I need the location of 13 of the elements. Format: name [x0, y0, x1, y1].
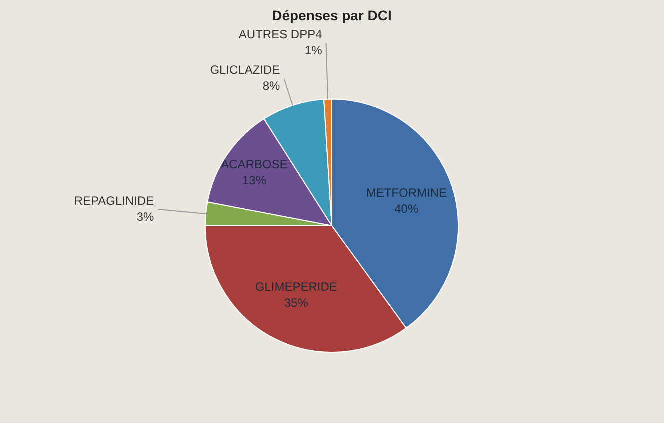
data-label: 13%: [242, 174, 267, 188]
slice-label: REPAGLINIDE: [74, 194, 154, 208]
slice-label: GLICLAZIDE: [210, 63, 280, 78]
slice-label: GLIMEPERIDE: [255, 280, 338, 294]
slice-label: ACARBOSE: [221, 158, 288, 172]
chart-title: Dépenses par DCI: [272, 7, 392, 24]
slice-label: AUTRES DPP4: [238, 28, 323, 42]
data-label: 35%: [284, 296, 309, 310]
slice-label: METFORMINE: [366, 186, 447, 200]
data-label: 40%: [394, 202, 419, 216]
data-label: 8%: [262, 79, 281, 94]
data-label: 1%: [304, 44, 323, 58]
data-label: 3%: [136, 210, 155, 224]
